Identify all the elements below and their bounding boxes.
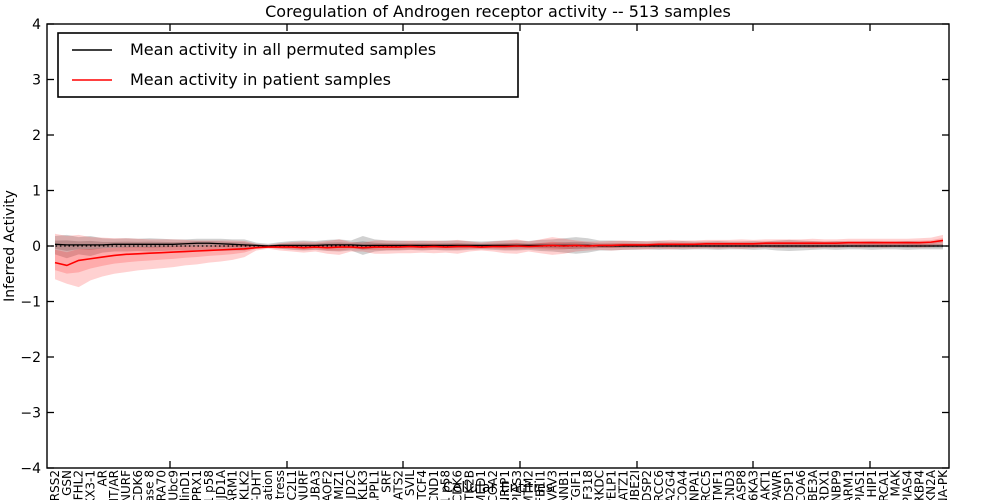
chart-title: Coregulation of Androgen receptor activi… <box>265 2 731 21</box>
x-category-label: UBE2I <box>628 470 642 500</box>
x-category-label: PRKDC <box>593 470 607 500</box>
x-category-label: DNA-PK <box>936 469 950 500</box>
legend-label-patient: Mean activity in patient samples <box>130 70 391 89</box>
x-category-label: CMTM2 <box>522 470 536 500</box>
x-category-label: KLK3 <box>356 470 370 500</box>
y-tick-label: −2 <box>20 350 41 366</box>
x-category-label: PATZ1 <box>616 470 630 500</box>
x-category-label: APPL1 <box>368 470 382 500</box>
x-category-label: T-DHT/AR/CyclinD1 <box>178 470 192 500</box>
x-category-label: T-DHT/AR/Cyclin D3/CDK11 p58 <box>202 470 216 500</box>
y-tick-label: 2 <box>32 128 41 144</box>
x-category-label: CARM1 <box>841 470 855 500</box>
x-category-label: NCOA6 <box>794 470 808 500</box>
x-category-label: ZMIZ1 <box>332 470 346 500</box>
x-category-label: JMJD2C <box>344 470 358 500</box>
x-category-label: T-DHT/AR/ARA70 <box>155 470 169 500</box>
x-category-label: MAK <box>889 469 903 497</box>
y-tick-label: 0 <box>32 239 41 255</box>
x-category-label: PAWR <box>770 470 784 500</box>
x-category-label: SRF <box>380 470 394 493</box>
x-category-label: NRIP1 <box>498 470 512 500</box>
x-category-label: T-DHT/AR/SNURF <box>119 470 133 500</box>
x-category-label: PIAS1 <box>853 470 867 500</box>
x-category-label: PRDX1 <box>818 470 832 500</box>
y-tick-label: −1 <box>20 295 41 311</box>
x-category-label: NCOA4 <box>676 470 690 500</box>
x-category-label: TGIF1 <box>569 470 583 500</box>
x-category-label: PTK2B <box>462 470 476 500</box>
x-category-label: ZNF318 <box>581 470 595 500</box>
x-category-label: TMF1 <box>711 470 725 500</box>
x-category-label: JMJD1A <box>214 469 228 500</box>
x-category-label: T-DHT/AR/Ubc9 <box>166 470 180 500</box>
x-category-label: CDC2L1 <box>285 470 299 500</box>
x-category-label: VAV3 <box>545 470 559 500</box>
y-tick-label: 3 <box>32 73 41 89</box>
chart-layer: 43210−1−2−3−4TMPRSS2GSNFHL2NKX3-1ART-DHT… <box>20 17 950 500</box>
x-category-label: HNRNPA1 <box>687 470 701 500</box>
x-category-label: T-DHT/AR/PRX1 <box>190 470 204 500</box>
x-category-label: XRCC6 <box>652 470 666 500</box>
x-category-label: CTDSP2 <box>640 470 654 500</box>
x-category-label: BRCA1 <box>877 470 891 500</box>
x-category-label: AKT1 <box>758 470 772 500</box>
x-category-label: AR <box>95 470 109 487</box>
x-category-label: CTDSP1 <box>782 470 796 500</box>
x-category-label: T-DHT/AR/TIF2/CARM1 <box>226 470 240 500</box>
x-category-label: PA2G4 <box>664 470 678 500</box>
x-category-label: Cyclin D3/CDK11 p58 <box>439 470 453 500</box>
x-category-label: UBA3 <box>308 470 322 500</box>
x-category-label: mol:T-DHT <box>249 469 263 500</box>
x-category-label: FKBP4 <box>912 470 926 500</box>
x-category-label: XRCC5 <box>699 470 713 500</box>
legend-label-permuted: Mean activity in all permuted samples <box>130 40 436 59</box>
x-category-label: RANBP9 <box>829 470 843 500</box>
x-category-label: RPS6KA3 <box>747 470 761 500</box>
x-category-label: NCOA2 <box>486 470 500 500</box>
x-category-label: CASP8 <box>735 470 749 500</box>
x-category-label: PIAS4 <box>900 470 914 500</box>
x-category-label: GSN <box>60 470 74 496</box>
x-category-label: MED1 <box>474 470 488 500</box>
y-axis-label: Inferred Activity <box>2 190 18 302</box>
x-category-label: response to oxidative stress <box>273 470 287 500</box>
x-category-label: CTNNB1 <box>557 470 571 500</box>
x-category-label: cell proliferation <box>261 470 275 500</box>
y-tick-label: 1 <box>32 184 41 200</box>
y-tick-label: 4 <box>32 17 41 33</box>
x-category-label: FHL2 <box>72 470 86 500</box>
x-category-label: PELP1 <box>604 470 618 500</box>
x-category-label: TGFB1I1 <box>533 470 547 500</box>
x-category-label: HIP1 <box>865 470 879 497</box>
y-tick-label: −3 <box>20 406 41 422</box>
patient-mean-line <box>54 239 944 267</box>
legend-box <box>57 32 519 98</box>
x-category-label: CCND1 <box>427 470 441 500</box>
x-category-label: TMPRSS2 <box>48 470 62 500</box>
x-category-label: SVIL <box>403 470 417 496</box>
x-category-label: TCF4 <box>415 470 429 500</box>
x-category-label: NKX3-1 <box>84 470 98 500</box>
x-category-label: UBE3A <box>806 469 820 500</box>
x-category-label: T-DHT/AR/CDK6 <box>131 470 145 500</box>
x-category-label: LATS2 <box>391 470 405 500</box>
x-category-label: CDK6 <box>451 470 465 500</box>
x-category-label: T-DHT/AR/Caspase 8 <box>143 470 157 500</box>
x-category-label: AOF2 <box>320 470 334 500</box>
legend: Mean activity in all permuted samples Me… <box>57 32 519 98</box>
x-axis-label: Cellular Entities <box>443 480 553 496</box>
x-category-label: KLK2 <box>237 470 251 500</box>
x-category-label: CDKN2A <box>924 469 938 500</box>
x-category-label: CCND3 <box>723 470 737 500</box>
x-category-label: SNURF <box>297 470 311 500</box>
y-tick-label: −4 <box>20 461 41 477</box>
x-category-label: PIAS3 <box>510 470 524 500</box>
x-category-label: T-DHT/AR <box>107 470 121 500</box>
